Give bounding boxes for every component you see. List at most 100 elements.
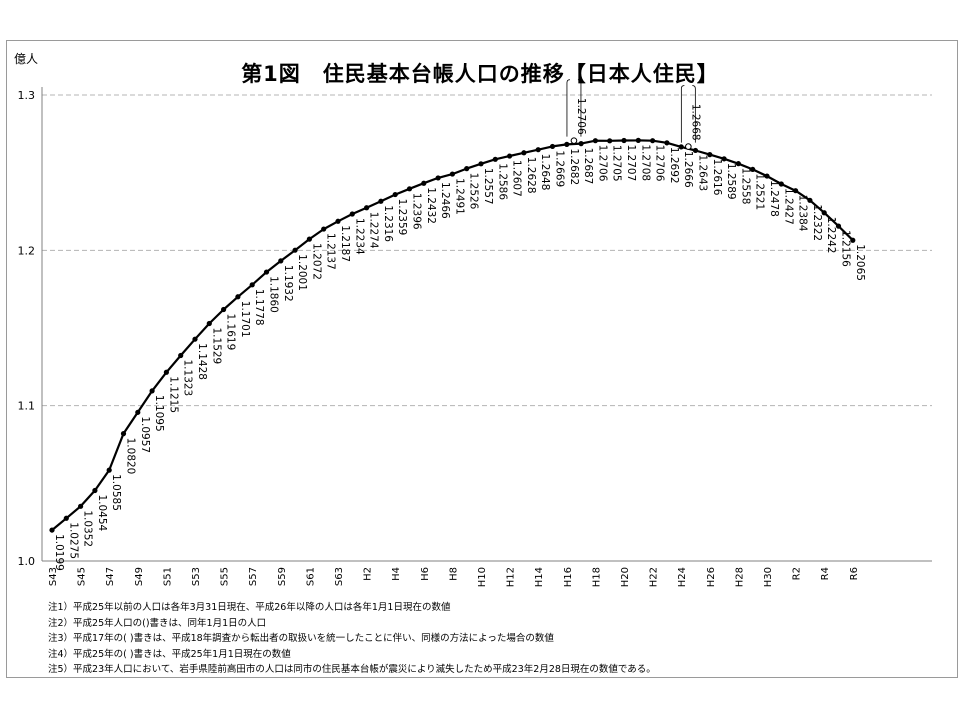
footnote-2: 注2）平成25年人口の()書きは、同年1月1日の人口 (48, 617, 267, 629)
data-point (378, 198, 384, 204)
data-point (406, 186, 413, 192)
data-point (364, 205, 370, 211)
data-label: 1.2707 (625, 145, 637, 182)
data-point (221, 306, 227, 313)
data-label: 1.2628 (525, 157, 537, 194)
data-point (807, 197, 813, 203)
data-label: 1.2322 (811, 204, 823, 241)
data-label: 1.2359 (396, 199, 408, 236)
data-point (592, 138, 599, 144)
data-label: 1.2526 (468, 173, 480, 210)
data-label: 1.1529 (210, 327, 222, 364)
data-point (135, 409, 141, 415)
data-label: 1.2616 (711, 159, 723, 196)
data-label: 1.1095 (153, 395, 165, 432)
data-label: 1.2156 (840, 230, 852, 267)
data-point (63, 515, 69, 521)
data-label: 1.2466 (439, 182, 451, 219)
y-tick-label: 1.0 (18, 555, 36, 568)
data-label: 1.1778 (253, 289, 265, 326)
data-label: 1.2706 (654, 145, 666, 182)
data-label: 1.2586 (496, 163, 508, 200)
data-point (278, 258, 284, 264)
data-point (707, 152, 713, 158)
data-label: 1.2648 (539, 154, 551, 191)
data-point (549, 143, 556, 150)
x-tick-label: H30 (763, 567, 774, 587)
data-label: 1.1619 (225, 314, 237, 351)
x-tick-label: H22 (649, 567, 660, 587)
data-label: 1.2274 (368, 212, 380, 249)
data-point (635, 137, 641, 143)
data-point (435, 175, 441, 181)
y-tick-label: 1.3 (18, 89, 36, 102)
data-point (735, 161, 742, 167)
y-axis-unit-label: 億人 (14, 52, 39, 66)
chart-title: 第1図 住民基本台帳人口の推移【日本人住民】 (241, 62, 719, 86)
data-point (120, 431, 127, 437)
data-point (721, 156, 727, 162)
data-point (292, 247, 298, 253)
data-point (535, 147, 541, 153)
data-point (507, 153, 513, 159)
x-tick-label: S61 (305, 567, 316, 586)
footnote-4: 注4）平成25年の( )書きは、平成25年1月1日現在の数値 (48, 648, 291, 660)
x-tick-label: H20 (620, 567, 631, 587)
x-tick-label: R6 (849, 567, 860, 580)
x-tick-label: H14 (534, 567, 545, 587)
data-label: 1.1932 (282, 265, 294, 302)
data-point (821, 210, 827, 216)
data-label: 1.2521 (754, 173, 766, 210)
data-label: 1.1215 (167, 376, 179, 413)
data-label: 1.1323 (182, 359, 194, 396)
data-point (349, 211, 355, 217)
data-point (235, 294, 241, 300)
data-point (49, 527, 55, 533)
x-tick-label: S51 (162, 567, 173, 586)
data-label: 1.2187 (339, 225, 351, 262)
x-tick-label: S47 (105, 567, 116, 586)
data-label: 1.2427 (782, 188, 794, 225)
data-label: 1.2234 (353, 218, 365, 255)
data-label: 1.2137 (325, 233, 337, 270)
data-label: 1.2432 (425, 187, 437, 224)
data-point (249, 282, 255, 288)
x-tick-label: S45 (77, 567, 88, 586)
data-label: 1.2708 (639, 144, 651, 181)
data-point (692, 147, 699, 154)
x-tick-label: S57 (248, 567, 259, 586)
label-bracket (566, 79, 582, 137)
data-point (621, 137, 627, 144)
x-tick-label: H16 (563, 567, 574, 587)
data-label: 1.0820 (125, 438, 137, 475)
data-label: 1.2687 (582, 148, 594, 185)
data-point (664, 140, 670, 146)
data-label: 1.2396 (411, 193, 423, 230)
data-point (335, 218, 341, 224)
data-point (421, 180, 427, 186)
data-point (564, 141, 570, 147)
data-point (678, 144, 684, 150)
data-label: 1.0454 (96, 494, 108, 531)
data-point (521, 150, 527, 156)
data-label: 1.2491 (453, 178, 465, 215)
data-point (192, 336, 198, 342)
data-label: 1.0199 (53, 534, 65, 571)
data-label: 1.0352 (82, 510, 94, 547)
data-point (392, 191, 398, 198)
data-label: 1.2607 (511, 160, 523, 197)
data-label: 1.2557 (482, 168, 494, 205)
x-tick-label: H8 (448, 567, 459, 581)
special-data-point (570, 137, 578, 144)
data-point (78, 503, 84, 509)
x-tick-label: R2 (792, 567, 803, 580)
data-point (835, 223, 842, 229)
x-tick-label: R4 (820, 567, 831, 580)
data-point (492, 156, 498, 162)
data-label: 1.2706 (596, 145, 608, 182)
footnotes: 注1）平成25年以前の人口は各年3月31日現在、平成26年以降の人口は各年1月1… (48, 600, 656, 678)
x-tick-label: H12 (506, 567, 517, 587)
data-point (106, 467, 112, 473)
data-point (449, 171, 455, 177)
